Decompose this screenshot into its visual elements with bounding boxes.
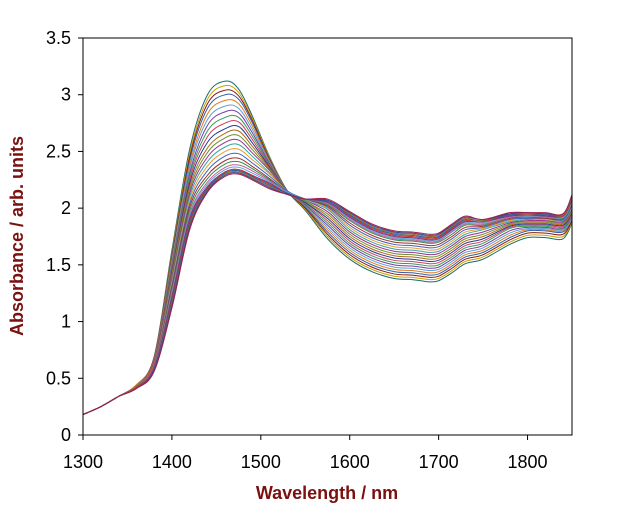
x-axis-title: Wavelength / nm (256, 483, 398, 503)
spectrum-line-26 (82, 173, 573, 416)
y-tick-label: 0 (61, 425, 71, 445)
spectrum-line-9 (82, 119, 573, 416)
spectrum-line-15 (82, 148, 573, 416)
spectrum-line-11 (82, 129, 573, 416)
spectrum-line-16 (82, 152, 573, 416)
x-tick-label: 1600 (330, 452, 370, 472)
spectrum-line-12 (82, 134, 573, 416)
spectrum-line-5 (82, 99, 573, 416)
x-tick-label: 1400 (152, 452, 192, 472)
spectrum-line-17 (82, 157, 573, 416)
x-axis-ticks: 1300 1400 1500 1600 1700 1800 (63, 435, 548, 472)
y-tick-label: 1.5 (46, 255, 71, 275)
spectrum-line-8 (82, 114, 573, 416)
y-tick-label: 2 (61, 198, 71, 218)
y-tick-label: 3 (61, 85, 71, 105)
x-tick-label: 1700 (419, 452, 459, 472)
y-axis-ticks: 0 0.5 1 1.5 2 2.5 3 3.5 (46, 28, 83, 445)
y-tick-label: 1 (61, 312, 71, 332)
plot-area-frame (82, 37, 573, 436)
spectrum-line-7 (82, 109, 573, 416)
spectra-lines (82, 80, 573, 416)
spectrum-line-6 (82, 104, 573, 416)
x-tick-label: 1300 (63, 452, 103, 472)
spectrum-line-13 (82, 138, 573, 416)
spectrum-line-10 (82, 124, 573, 416)
y-tick-label: 3.5 (46, 28, 71, 48)
y-axis-title: Absorbance / arb. units (7, 136, 27, 336)
spectrum-line-14 (82, 143, 573, 416)
y-tick-label: 2.5 (46, 141, 71, 161)
y-tick-label: 0.5 (46, 368, 71, 388)
x-tick-label: 1500 (241, 452, 281, 472)
x-tick-label: 1800 (508, 452, 548, 472)
